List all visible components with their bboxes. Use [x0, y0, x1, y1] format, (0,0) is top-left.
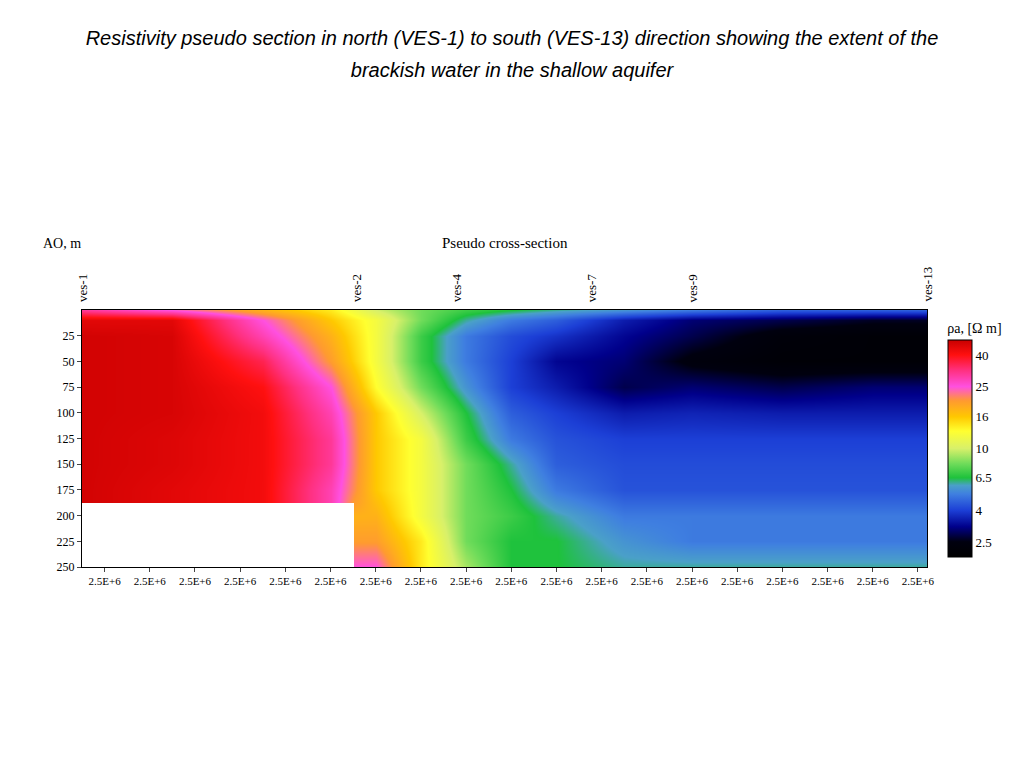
svg-text:4: 4 — [976, 503, 983, 518]
svg-text:10: 10 — [976, 441, 989, 456]
svg-text:50: 50 — [63, 355, 75, 369]
svg-text:ves-13: ves-13 — [920, 267, 935, 302]
svg-text:2.5E+6: 2.5E+6 — [721, 575, 754, 587]
svg-text:ves-7: ves-7 — [584, 274, 599, 303]
svg-text:200: 200 — [57, 509, 75, 523]
svg-text:150: 150 — [57, 457, 75, 471]
svg-text:6.5: 6.5 — [976, 470, 992, 485]
svg-text:ves-9: ves-9 — [685, 274, 700, 302]
svg-text:2.5E+6: 2.5E+6 — [495, 575, 528, 587]
svg-text:2.5E+6: 2.5E+6 — [224, 575, 257, 587]
html-text:Resistivity pseudo section in: Resistivity pseudo section in north (VES… — [85, 27, 939, 81]
svg-text:25: 25 — [976, 379, 989, 394]
svg-text:ves-2: ves-2 — [349, 274, 364, 302]
svg-text:2.5E+6: 2.5E+6 — [766, 575, 799, 587]
svg-text:2.5E+6: 2.5E+6 — [450, 575, 483, 587]
svg-text:2.5E+6: 2.5E+6 — [405, 575, 438, 587]
svg-text:2.5E+6: 2.5E+6 — [857, 575, 890, 587]
svg-text:Pseudo cross-section: Pseudo cross-section — [442, 235, 568, 251]
svg-text:2.5E+6: 2.5E+6 — [88, 575, 121, 587]
svg-text:175: 175 — [57, 483, 75, 497]
svg-text:16: 16 — [976, 409, 990, 424]
svg-text:ves-1: ves-1 — [75, 274, 90, 302]
svg-text:2.5E+6: 2.5E+6 — [360, 575, 393, 587]
svg-text:2.5E+6: 2.5E+6 — [134, 575, 167, 587]
svg-text:AO, m: AO, m — [43, 236, 81, 251]
svg-text:2.5E+6: 2.5E+6 — [179, 575, 212, 587]
svg-text:ves-4: ves-4 — [449, 273, 464, 302]
svg-text:2.5E+6: 2.5E+6 — [540, 575, 573, 587]
svg-text:125: 125 — [57, 432, 75, 446]
svg-text:2.5E+6: 2.5E+6 — [902, 575, 935, 587]
svg-text:100: 100 — [57, 406, 75, 420]
svg-text:ρa, [Ω m]: ρa, [Ω m] — [947, 321, 1001, 336]
svg-text:75: 75 — [63, 380, 75, 394]
svg-text:2.5E+6: 2.5E+6 — [631, 575, 664, 587]
svg-text:2.5E+6: 2.5E+6 — [811, 575, 844, 587]
svg-text:2.5: 2.5 — [976, 535, 992, 550]
svg-text:2.5E+6: 2.5E+6 — [269, 575, 302, 587]
svg-text:2.5E+6: 2.5E+6 — [314, 575, 347, 587]
svg-text:25: 25 — [63, 329, 75, 343]
svg-text:2.5E+6: 2.5E+6 — [676, 575, 709, 587]
svg-text:250: 250 — [57, 560, 75, 574]
svg-text:2.5E+6: 2.5E+6 — [586, 575, 619, 587]
svg-text:225: 225 — [57, 535, 75, 549]
svg-text:40: 40 — [976, 348, 989, 363]
